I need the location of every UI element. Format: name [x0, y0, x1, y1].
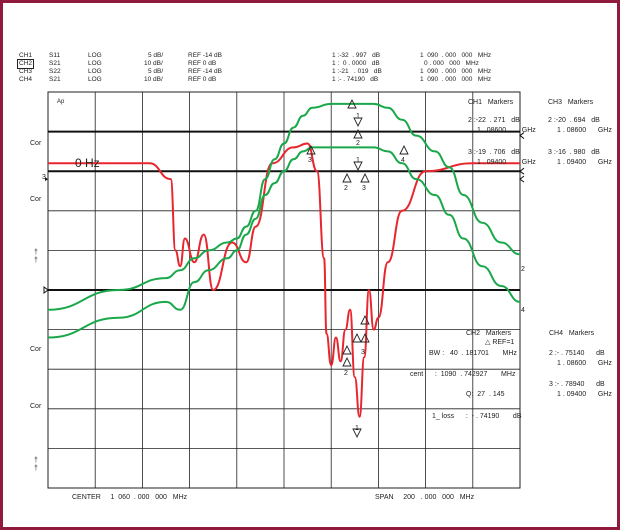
- marker-ap-triangle: [347, 98, 357, 109]
- ch1-marker3-value: 3 :-19 . 706 dB: [468, 149, 520, 156]
- ch1-marker3-freq: 1 . 09400 GHz: [477, 159, 536, 166]
- red-trace-0: [48, 142, 520, 418]
- ch2-q: Q: 27 . 145: [466, 391, 505, 398]
- header-scale4: 10 dB/: [144, 76, 163, 83]
- green-trace-2: [47, 146, 521, 339]
- cor-label-2: Cor: [30, 196, 42, 203]
- marker-ch2-6-triangle: [352, 428, 362, 439]
- ch1-marker2-freq: 1 . 08600 GHz: [477, 127, 536, 134]
- header-fmt4: LOG: [88, 76, 102, 83]
- cor-label-4: Cor: [30, 403, 42, 410]
- center-freq: CENTER 1 060 . 000 000 MHz: [72, 494, 188, 501]
- ch2-loss: 1_ loss : - . 74190 dB: [432, 413, 522, 420]
- header-param1: S11: [49, 52, 61, 59]
- marker-ch2-4-triangle: [342, 344, 352, 355]
- marker-num-3b: 3: [362, 185, 366, 192]
- ch4-marker2-freq: 1 . 08600 GHz: [557, 360, 612, 367]
- header-ch1: CH1: [19, 52, 33, 59]
- reference-pointer-right: [519, 132, 525, 139]
- marker-num-2b: 2: [344, 185, 348, 192]
- marker-num-ch2-1: 1: [355, 425, 359, 432]
- dagger-4: †: [34, 465, 38, 472]
- ch3-marker2-value: 2 :-20 . 694 dB: [548, 117, 600, 124]
- zero-hz-label: 0 Hz: [75, 156, 100, 170]
- header-ref3: REF -14 dB: [188, 68, 222, 75]
- ch4-marker2-value: 2 :- . 75140 dB: [549, 350, 605, 357]
- ch3-marker3-value: 3 :-16 . 980 dB: [548, 149, 600, 156]
- ch2-bw: BW : 40 . 181701 MHz: [429, 350, 517, 357]
- marker-1b-triangle: [353, 161, 363, 172]
- trace-end-label-2: 2: [521, 266, 525, 273]
- reference-pointer-left: [43, 286, 49, 294]
- header-freq2: 0 . 000 000 MHz: [424, 60, 479, 67]
- ref-marker-3: 3: [42, 174, 46, 181]
- marker-num-2: 2: [356, 140, 360, 147]
- marker-num-1b: 1: [356, 157, 360, 164]
- ch2-cent: cent : 1090 . 742927 MHz: [410, 371, 516, 378]
- ch1-marker2-value: 2 :-22 . 271 dB: [468, 117, 520, 124]
- header-freq1: 1 090 . 000 000 MHz: [420, 52, 492, 59]
- dagger-2: †: [34, 257, 38, 264]
- header-scale2: 10 dB/: [144, 60, 163, 67]
- span-freq: SPAN 200 . 000 000 MHz: [375, 494, 475, 501]
- marker-ch2-5-triangle: [342, 356, 352, 367]
- marker-num-1: 1: [356, 113, 360, 120]
- marker-3-triangle: [306, 144, 316, 155]
- header-param4: S21: [49, 76, 61, 83]
- header-ch4: CH4: [19, 76, 33, 83]
- header-freq4: 1 090 . 000 000 MHz: [420, 76, 492, 83]
- marker-num-4: 4: [401, 157, 405, 164]
- header-ch2[interactable]: CH2: [17, 59, 35, 69]
- marker-1-triangle: [353, 117, 363, 128]
- marker-ch2-3-triangle: [360, 332, 370, 343]
- header-ref1: REF -14 dB: [188, 52, 222, 59]
- ch4-marker3-value: 3 :- . 78940 dB: [549, 381, 605, 388]
- header-mk1: 1 :-32 . 997 dB: [332, 52, 381, 59]
- header-param2: S21: [49, 60, 61, 67]
- trace-end-label-4: 4: [521, 307, 525, 314]
- header-ref2: REF 0 dB: [188, 60, 217, 67]
- ch4-markers-title: CH4 Markers: [549, 330, 595, 337]
- header-mk3: 1 :-21 . 019 dB: [332, 68, 382, 75]
- marker-ch2-2-triangle: [352, 332, 362, 343]
- green-trace-1: [47, 102, 521, 311]
- header-freq3: 1 090 . 000 000 MHz: [420, 68, 492, 75]
- marker-2b-triangle: [342, 172, 352, 183]
- dagger-1: †: [34, 249, 38, 256]
- reference-pointer-right: [519, 175, 525, 183]
- header-scale1: 5 dB/: [148, 52, 164, 59]
- ch2-ref-label: △ REF=1: [485, 339, 515, 346]
- cor-label-3: Cor: [30, 346, 42, 353]
- ch3-marker2-freq: 1 . 08600 GHz: [557, 127, 612, 134]
- marker-ch2-1-triangle: [360, 314, 370, 325]
- dagger-3: †: [34, 457, 38, 464]
- ch2-markers-title: CH2 Markers: [466, 330, 512, 337]
- header-scale3: 5 dB/: [148, 68, 164, 75]
- header-mk4: 1 :- . 74190 dB: [332, 76, 379, 83]
- header-fmt1: LOG: [88, 52, 102, 59]
- reference-pointer-right: [519, 167, 525, 175]
- marker-num-ch2-2: 2: [344, 370, 348, 377]
- header-fmt3: LOG: [88, 68, 102, 75]
- marker-num-ch2-3: 3: [361, 349, 365, 356]
- reference-pointer-left: [45, 177, 48, 182]
- marker-num-3: 3: [308, 157, 312, 164]
- ch1-markers-title: CH1 Markers: [468, 99, 514, 106]
- header-fmt2: LOG: [88, 60, 102, 67]
- header-ref4: REF 0 dB: [188, 76, 217, 83]
- ch3-markers-title: CH3 Markers: [548, 99, 594, 106]
- marker-3b-triangle: [360, 172, 370, 183]
- header-ch3: CH3: [19, 68, 33, 75]
- header-mk2: 1 : 0 . 0000 dB: [332, 60, 380, 67]
- marker-4-triangle: [399, 144, 409, 155]
- ch3-marker3-freq: 1 . 09400 GHz: [557, 159, 612, 166]
- marker-2-triangle: [353, 128, 363, 139]
- ap-label: Ap: [57, 99, 65, 105]
- header-param3: S22: [49, 68, 61, 75]
- cor-label-1: Cor: [30, 140, 42, 147]
- ch4-marker3-freq: 1 . 09400 GHz: [557, 391, 612, 398]
